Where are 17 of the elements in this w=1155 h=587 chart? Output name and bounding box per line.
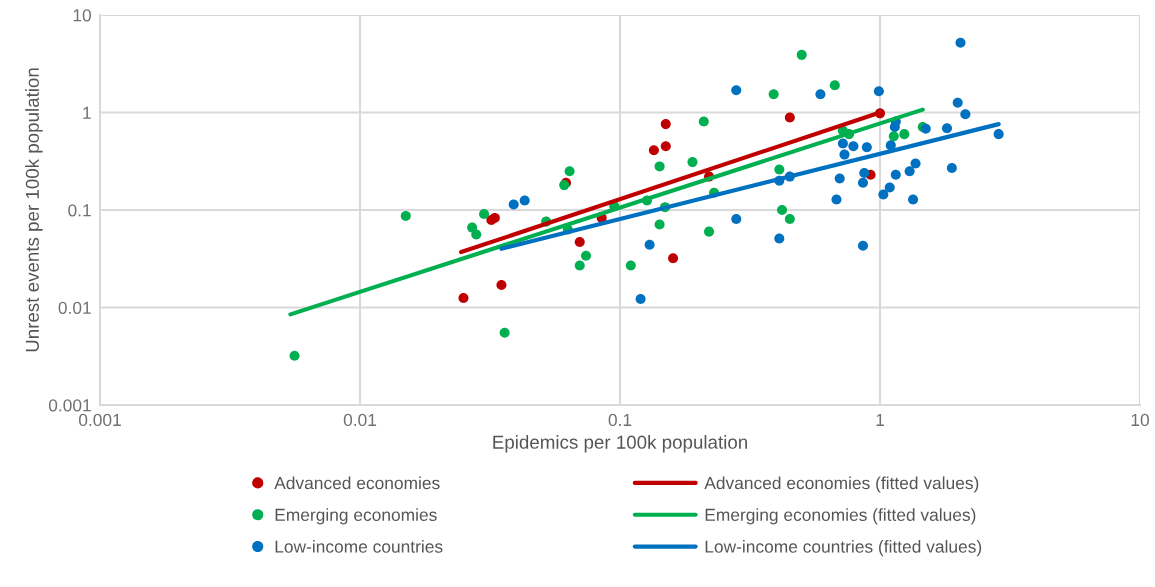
legend-label: Emerging economies (fitted values) bbox=[705, 508, 976, 525]
legend-label: Advanced economies bbox=[274, 476, 440, 490]
y-tick-label: 10 bbox=[73, 9, 91, 22]
x-tick-label: 10 bbox=[1131, 413, 1149, 427]
y-tick-label: 0.1 bbox=[68, 204, 91, 217]
legend-label: Emerging economies bbox=[275, 508, 437, 525]
x-axis-title: Epidemics per 100k population bbox=[493, 435, 747, 453]
legend-label: Advanced economies (fitted values) bbox=[704, 476, 979, 493]
x-tick-label: 1 bbox=[876, 413, 884, 426]
y-tick-label: 0.001 bbox=[48, 399, 91, 412]
x-tick-label: 0.01 bbox=[343, 413, 377, 427]
y-tick-label: 0.01 bbox=[58, 301, 91, 314]
legend-label: Low-income countries (fitted values) bbox=[705, 540, 982, 557]
legend-label: Low-income countries bbox=[275, 540, 443, 553]
x-tick-label: 0.1 bbox=[608, 413, 632, 427]
y-tick-label: 1 bbox=[83, 106, 91, 119]
y-axis-title: Unrest events per 100k population bbox=[25, 68, 43, 352]
